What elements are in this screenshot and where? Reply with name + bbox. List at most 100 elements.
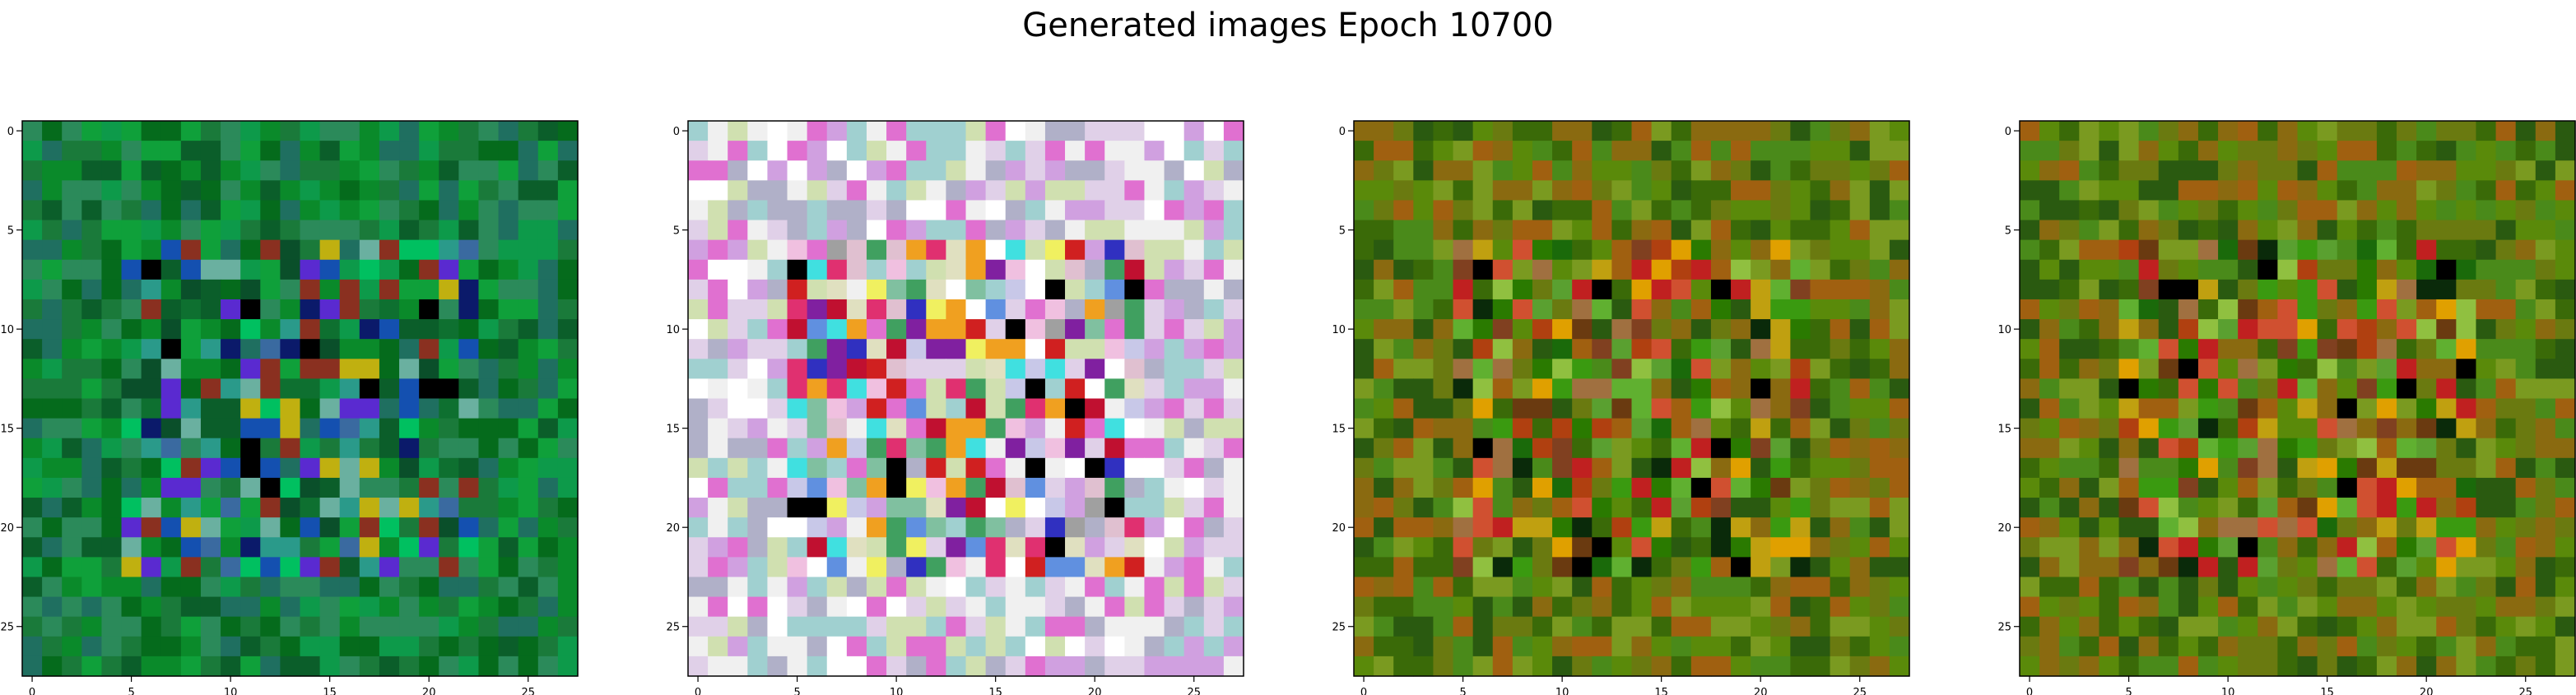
pixel	[1413, 577, 1434, 598]
pixel	[42, 596, 63, 618]
pixel	[221, 498, 241, 518]
pixel	[62, 378, 82, 400]
pixel	[1433, 596, 1454, 618]
pixel	[2158, 180, 2179, 202]
pixel	[1183, 220, 1205, 241]
pixel	[141, 359, 162, 379]
pixel	[2158, 141, 2179, 161]
pixel	[2118, 517, 2140, 538]
pixel	[1354, 498, 1374, 518]
pixel	[946, 398, 967, 419]
pixel	[1472, 577, 1494, 598]
pixel	[1889, 616, 1910, 637]
pixel	[906, 438, 927, 459]
pixel	[708, 517, 728, 538]
pixel	[1572, 180, 1593, 202]
pixel	[1592, 537, 1612, 558]
pixel	[1025, 418, 1046, 439]
pixel	[807, 239, 828, 261]
pixel	[807, 636, 828, 657]
pixel	[826, 259, 848, 280]
pixel	[537, 398, 559, 419]
pixel	[2277, 537, 2299, 558]
pixel	[767, 517, 788, 538]
pixel	[2218, 378, 2239, 400]
pixel	[2039, 577, 2060, 598]
pixel	[22, 279, 43, 300]
pixel	[2436, 477, 2457, 498]
pixel	[2039, 656, 2060, 677]
pixel	[240, 537, 261, 558]
pixel	[2197, 141, 2219, 161]
pixel	[2218, 517, 2239, 538]
pixel	[846, 577, 867, 598]
pixel	[2317, 398, 2338, 419]
pixel	[1869, 220, 1890, 241]
pixel	[787, 141, 808, 161]
pixel	[498, 398, 519, 419]
pixel	[1671, 616, 1692, 637]
pixel	[518, 596, 539, 618]
pixel	[1203, 299, 1225, 320]
pixel	[1433, 121, 1454, 141]
pixel	[1453, 636, 1474, 657]
pixel	[200, 180, 221, 202]
pixel	[747, 141, 769, 161]
pixel	[1611, 457, 1633, 479]
pixel	[1453, 517, 1474, 538]
pixel	[280, 339, 301, 359]
pixel	[767, 537, 788, 558]
pixel	[1790, 200, 1811, 221]
pixel	[1869, 378, 1890, 400]
pixel	[985, 319, 1007, 340]
pixel	[478, 180, 500, 202]
pixel	[1611, 577, 1633, 598]
pixel	[2456, 160, 2477, 181]
pixel	[42, 438, 63, 459]
pixel	[221, 180, 241, 202]
pixel	[280, 279, 301, 300]
pixel	[1532, 319, 1553, 340]
pixel	[1710, 418, 1732, 439]
pixel	[866, 141, 887, 161]
pixel	[826, 200, 848, 221]
pixel	[2555, 378, 2576, 400]
pixel	[2020, 319, 2040, 340]
pixel	[886, 398, 907, 419]
pixel	[1849, 259, 1871, 280]
pixel	[906, 537, 927, 558]
pixel	[518, 121, 539, 141]
pixel	[240, 557, 261, 578]
pixel	[2297, 359, 2318, 379]
pixel	[1512, 141, 1533, 161]
pixel	[2535, 359, 2556, 379]
pixel	[985, 616, 1007, 637]
pixel	[1472, 220, 1494, 241]
pixel	[1849, 180, 1871, 202]
pixel	[1203, 477, 1225, 498]
pixel	[728, 141, 748, 161]
pixel	[2059, 457, 2080, 479]
pixel	[1770, 359, 1791, 379]
pixel	[339, 121, 360, 141]
pixel	[2495, 299, 2517, 320]
pixel	[518, 339, 539, 359]
pixel	[2397, 359, 2417, 379]
pixel	[1552, 220, 1573, 241]
pixel	[180, 299, 202, 320]
pixel	[2079, 220, 2100, 241]
pixel	[1223, 220, 1244, 241]
pixel	[2099, 239, 2120, 261]
pixel	[906, 259, 927, 280]
pixel	[2257, 557, 2278, 578]
pixel	[1183, 121, 1205, 141]
pixel	[439, 438, 459, 459]
pixel	[1731, 259, 1751, 280]
pixel	[2337, 398, 2358, 419]
pixel	[2079, 398, 2100, 419]
pixel	[807, 359, 828, 379]
pixel	[121, 477, 142, 498]
pixel	[81, 121, 103, 141]
pixel	[1849, 577, 1871, 598]
pixel	[1770, 418, 1791, 439]
